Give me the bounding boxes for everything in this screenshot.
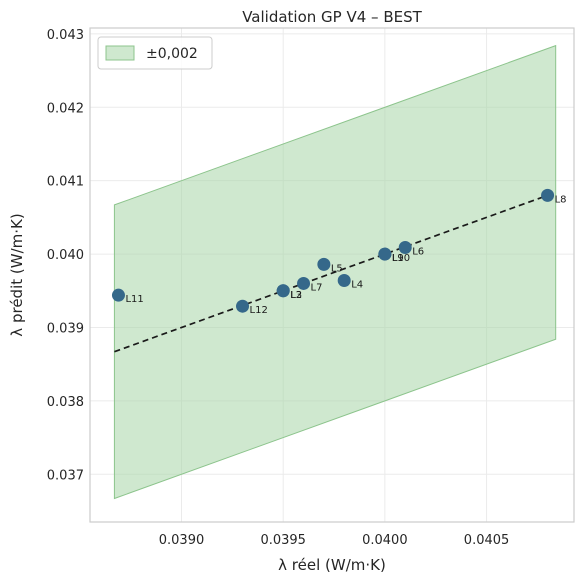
point-label-l4: L4 [351, 280, 363, 291]
y-axis-label: λ prédit (W/m·K) [8, 213, 26, 336]
point-label-l12: L12 [250, 305, 268, 316]
point-label-l3: L3 [290, 290, 302, 301]
plot-frame [89, 27, 575, 523]
x-tick-label: 0.0395 [260, 533, 306, 548]
chart-title: Validation GP V4 – BEST [242, 8, 422, 26]
legend-box [97, 36, 213, 70]
y-tick-labels: 0.037 0.038 0.039 0.040 0.041 0.042 0.043 [47, 28, 84, 483]
data-point-l12 [236, 299, 250, 313]
data-point-l4 [337, 274, 351, 288]
point-label-l11: L11 [125, 294, 143, 305]
data-point-l3 [276, 284, 290, 298]
legend-band-swatch [105, 45, 135, 61]
legend-band-label: ±0,002 [146, 46, 198, 62]
y-tick-label: 0.041 [47, 175, 84, 190]
data-points-layer [111, 188, 555, 313]
x-axis-label: λ réel (W/m·K) [278, 556, 386, 574]
identity-line [114, 191, 556, 353]
data-point-l10 [378, 247, 392, 261]
point-label-l6: L6 [412, 246, 424, 257]
point-label-l9: L9 [392, 253, 404, 264]
point-label-l5: L5 [331, 263, 343, 274]
data-point-l11 [111, 288, 125, 302]
y-tick-label: 0.042 [47, 101, 84, 116]
point-label-l7: L7 [311, 282, 323, 293]
point-label-l8: L8 [555, 194, 567, 205]
data-point-l5 [317, 257, 331, 271]
point-label-l2: L2 [290, 290, 302, 301]
y-tick-label: 0.043 [47, 28, 84, 43]
y-tick-label: 0.039 [47, 321, 84, 336]
legend: ±0,002 [97, 36, 213, 70]
reference-line-layer [114, 191, 556, 353]
y-tick-label: 0.037 [47, 468, 84, 483]
x-tick-labels: 0.0390 0.0395 0.0400 0.0405 [159, 533, 510, 548]
x-tick-label: 0.0405 [464, 533, 510, 548]
y-tick-label: 0.040 [47, 248, 84, 263]
x-tick-label: 0.0390 [159, 533, 205, 548]
x-tick-label: 0.0400 [362, 533, 408, 548]
data-point-l7 [297, 276, 311, 290]
y-tick-label: 0.038 [47, 395, 84, 410]
point-label-l10: L10 [392, 253, 410, 264]
data-point-l8 [541, 188, 555, 202]
data-point-l6 [398, 240, 412, 254]
